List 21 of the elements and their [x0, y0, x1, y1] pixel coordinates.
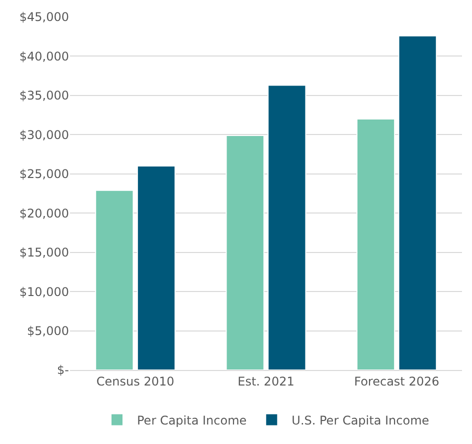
legend-label: Per Capita Income — [137, 413, 247, 428]
y-tick-label: $45,000 — [19, 10, 69, 24]
y-tick-label: $35,000 — [19, 88, 69, 103]
y-tick-label: $20,000 — [19, 206, 69, 220]
bar — [398, 35, 437, 370]
x-tick-label: Est. 2021 — [238, 374, 294, 388]
x-tick-label: Census 2010 — [96, 374, 174, 388]
y-tick-label: $5,000 — [27, 324, 69, 338]
y-tick-label: $25,000 — [19, 167, 69, 182]
legend-label: U.S. Per Capita Income — [292, 413, 430, 428]
y-tick-label: $40,000 — [19, 49, 69, 64]
bar — [226, 134, 264, 370]
y-tick-label: $- — [57, 363, 69, 378]
bar — [268, 84, 306, 370]
y-tick-label: $30,000 — [19, 128, 69, 142]
x-tick-label: Forecast 2026 — [354, 374, 440, 388]
bar — [95, 190, 134, 370]
bar — [356, 118, 396, 370]
y-tick-label: $15,000 — [19, 246, 69, 260]
bar — [136, 166, 176, 370]
y-tick-label: $10,000 — [19, 284, 69, 299]
